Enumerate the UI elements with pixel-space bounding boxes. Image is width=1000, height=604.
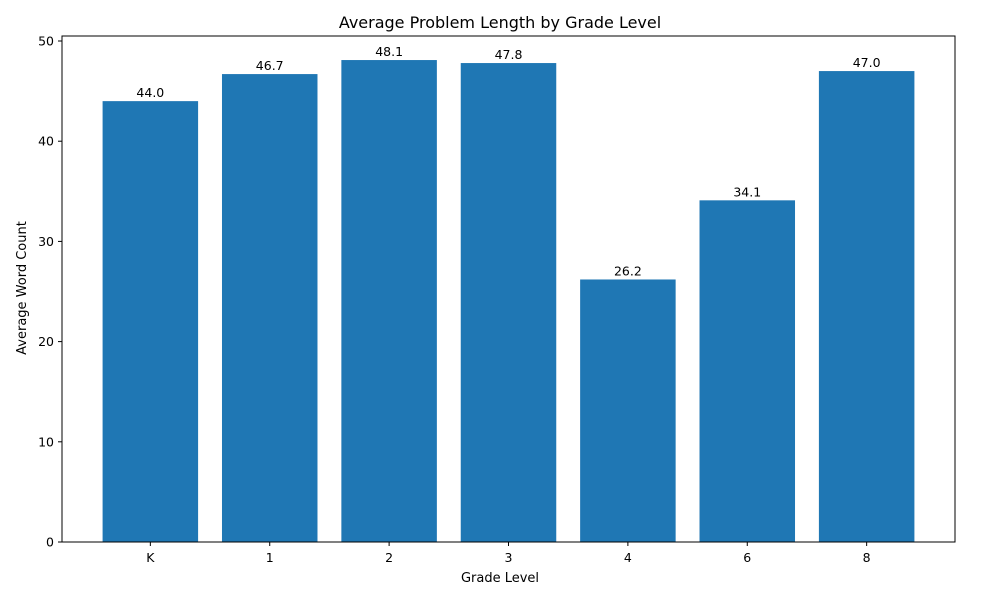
y-tick-label-10: 10: [38, 434, 54, 449]
x-tick-label-4: 4: [624, 550, 632, 565]
bar-1: [221, 74, 318, 542]
bar-2: [341, 60, 437, 543]
bar-8: [818, 71, 915, 542]
x-axis-label: Grade Level: [461, 571, 539, 586]
data-label-2: 48.1: [375, 44, 403, 59]
bar-3: [460, 63, 557, 542]
y-tick-label-40: 40: [38, 134, 54, 149]
x-tick-label-2: 2: [385, 550, 393, 565]
bar-4: [580, 279, 676, 542]
y-tick-label-50: 50: [38, 34, 54, 49]
x-tick-label-6: 6: [743, 550, 751, 565]
data-label-6: 34.1: [733, 184, 761, 199]
y-axis-label: Average Word Count: [15, 221, 30, 355]
data-label-K: 44.0: [136, 85, 164, 100]
plot-frame: [61, 35, 956, 543]
data-label-8: 47.0: [853, 55, 881, 70]
data-label-3: 47.8: [495, 47, 523, 62]
y-tick-label-30: 30: [38, 234, 54, 249]
ticks-layer: K 1 2 3 4 6 8 0 10 20 30 40 50: [38, 34, 871, 565]
y-tick-label-0: 0: [46, 535, 54, 550]
data-label-1: 46.7: [256, 58, 284, 73]
y-tick-label-20: 20: [38, 334, 54, 349]
bar-K: [102, 101, 199, 542]
x-tick-label-8: 8: [863, 550, 871, 565]
bar-6: [699, 200, 796, 542]
bars-layer: [102, 60, 915, 543]
x-tick-label-K: K: [146, 550, 155, 565]
data-labels-layer: 44.0 46.7 48.1 47.8 26.2 34.1 47.0: [136, 44, 880, 278]
x-tick-label-3: 3: [505, 550, 513, 565]
x-tick-label-1: 1: [266, 550, 274, 565]
chart-title: Average Problem Length by Grade Level: [339, 13, 661, 32]
data-label-4: 26.2: [614, 263, 642, 278]
